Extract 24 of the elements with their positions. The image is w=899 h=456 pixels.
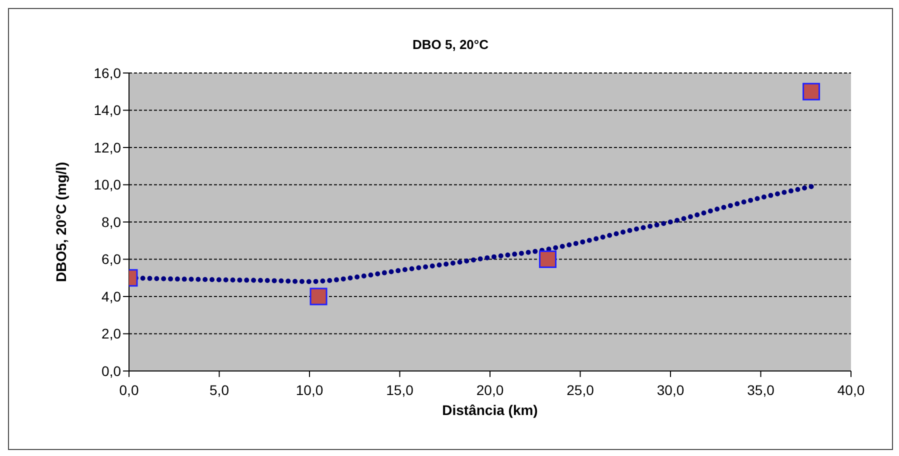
x-tick-label: 20,0 [476,382,504,398]
point [802,82,820,100]
x-tick-label: 10,0 [296,382,324,398]
point [539,250,557,268]
x-tick-label: 30,0 [656,382,684,398]
x-tick-label: 25,0 [566,382,594,398]
x-tick-label: 35,0 [747,382,775,398]
y-tick-label: 2,0 [102,326,122,342]
y-tick-label: 16,0 [94,64,122,81]
y-tick-label: 14,0 [94,102,122,118]
x-tick-label: 15,0 [386,382,414,398]
y-tick-label: 4,0 [102,288,122,304]
x-tick-label: 5,0 [210,382,230,398]
y-tick-label: 0,0 [102,362,122,379]
y-tick-label: 10,0 [94,176,122,193]
point [310,288,328,306]
y-tick-label: 12,0 [94,139,122,156]
y-axis-title: DBO5, 20°C (mg/l) [52,162,69,282]
x-axis-title: Distância (km) [442,402,538,418]
chart-title: DBO 5, 20°C [411,37,490,52]
x-tick-label: 0,0 [119,382,139,398]
y-tick-label: 8,0 [102,214,122,230]
y-tick-label: 6,0 [102,251,122,268]
x-tick-label: 40,0 [837,382,865,398]
